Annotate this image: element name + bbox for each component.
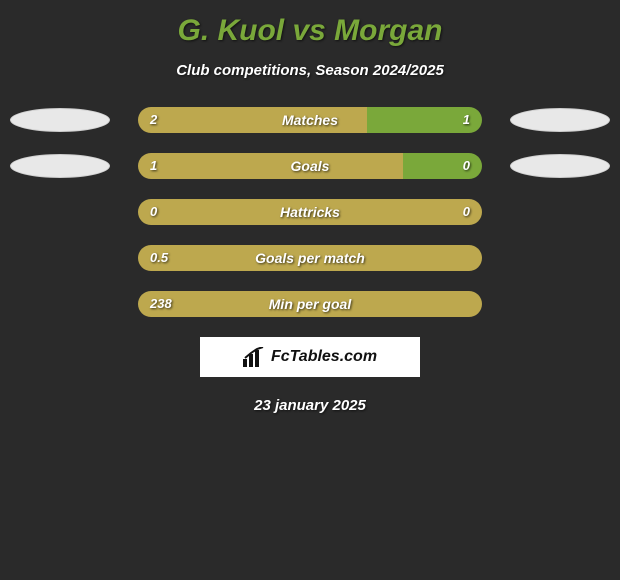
snapshot-date: 23 january 2025 bbox=[0, 397, 620, 414]
bar-segment-right bbox=[367, 107, 482, 133]
bar-track bbox=[138, 107, 482, 133]
stat-row: Goals10 bbox=[138, 153, 482, 179]
bar-track bbox=[138, 199, 482, 225]
bar-segment-left bbox=[138, 291, 482, 317]
logo-badge: FcTables.com bbox=[200, 337, 420, 377]
logo-text: FcTables.com bbox=[271, 348, 377, 366]
subtitle: Club competitions, Season 2024/2025 bbox=[0, 62, 620, 79]
bar-segment-right bbox=[403, 153, 482, 179]
player-marker-right bbox=[510, 154, 610, 178]
bar-track bbox=[138, 153, 482, 179]
stat-row: Min per goal238 bbox=[138, 291, 482, 317]
bar-track bbox=[138, 245, 482, 271]
player-marker-right bbox=[510, 108, 610, 132]
bar-segment-left bbox=[138, 153, 403, 179]
chart-icon bbox=[243, 347, 265, 367]
stat-row: Matches21 bbox=[138, 107, 482, 133]
bar-segment-left bbox=[138, 107, 367, 133]
bar-segment-left bbox=[138, 245, 482, 271]
player-marker-left bbox=[10, 108, 110, 132]
page-title: G. Kuol vs Morgan bbox=[0, 0, 620, 48]
stat-row: Hattricks00 bbox=[138, 199, 482, 225]
comparison-chart: Matches21 Goals10 Hattricks00 Goals per mat… bbox=[0, 107, 620, 317]
player-marker-left bbox=[10, 154, 110, 178]
bar-track bbox=[138, 291, 482, 317]
stat-row: Goals per match0.5 bbox=[138, 245, 482, 271]
bar-segment-left bbox=[138, 199, 482, 225]
